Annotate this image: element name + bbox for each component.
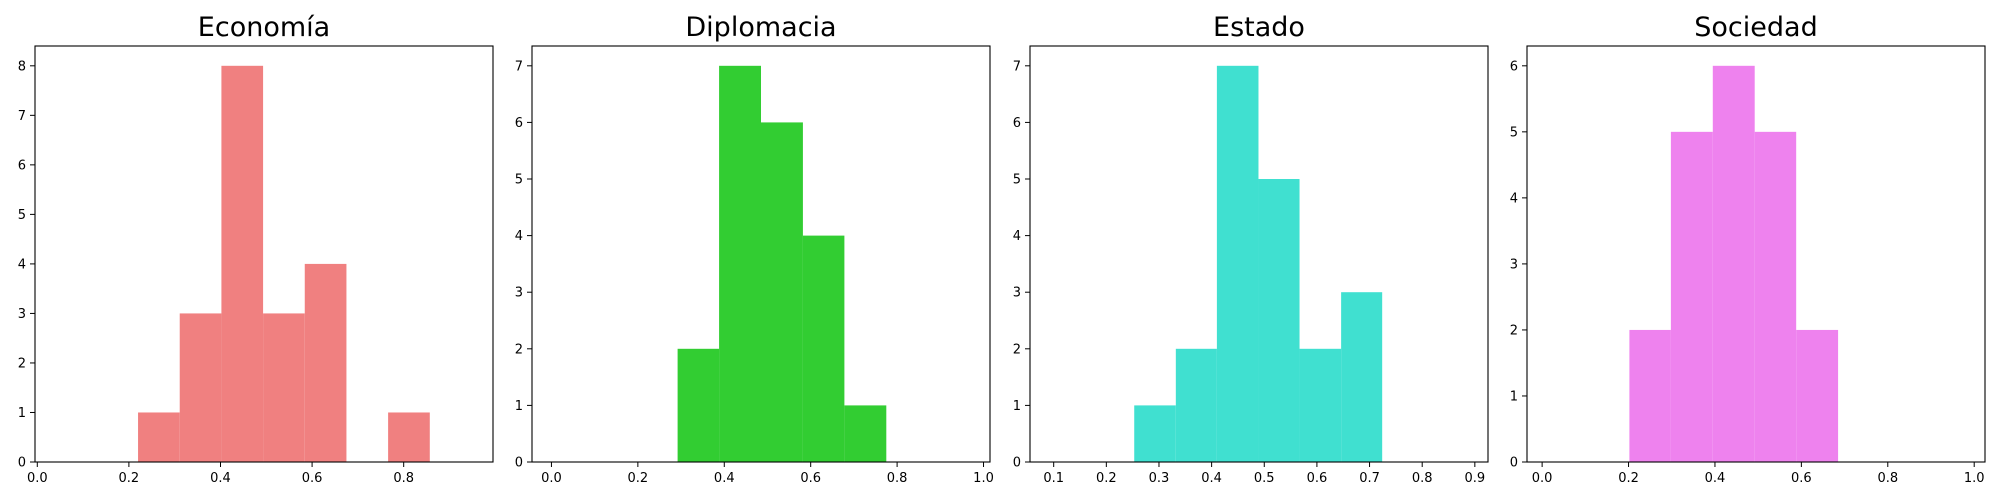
histogram-bar [263,313,305,462]
x-tick-label: 0.8 [393,471,414,486]
y-tick-label: 2 [1013,342,1021,357]
x-tick-label: 0.2 [1096,471,1117,486]
histogram-bar [1299,348,1342,462]
x-tick-label: 0.8 [1412,471,1433,486]
x-tick-label: 0.2 [628,471,649,486]
y-tick-label: 5 [1013,173,1021,188]
histogram-bar [304,263,347,462]
histogram-bar [1754,131,1797,463]
histogram-panel: 0.1 0.2 0.3 0.4 0.5 0.6 0.7 0.8 0.9 0 1 2 3 4 5 6 7 Estad… [1013,12,1489,486]
histogram-bar [1670,131,1713,463]
plot-frame [531,45,991,463]
y-tick-label: 6 [1013,116,1021,131]
y-tick-label: 4 [18,257,26,272]
x-tick-label: 0.6 [302,471,323,486]
x-tick-label: 0.1 [1043,471,1064,486]
x-tick-label: 0.2 [119,471,140,486]
y-tick-label: 1 [18,406,26,421]
y-tick-label: 6 [515,116,523,131]
y-tick-label: 3 [18,307,26,322]
x-tick-label: 0.6 [800,471,821,486]
x-tick-label: 0.0 [27,471,48,486]
x-tick-label: 0.4 [1705,471,1726,486]
histogram-bar [1629,329,1671,462]
histogram-bar [761,122,803,462]
x-tick-label: 0.0 [1532,471,1553,486]
y-tick-label: 1 [515,399,523,414]
y-tick-label: 7 [515,59,523,74]
histogram-panel: 0.0 0.2 0.4 0.6 0.8 1.0 0 1 2 3 4 5 6 Sociedad [1510,12,1986,486]
histogram-bar [179,313,222,462]
y-tick-label: 7 [18,109,26,124]
y-tick-label: 1 [1013,399,1021,414]
histogram-bar [1712,65,1755,463]
plot-frame [1526,45,1986,463]
y-tick-label: 0 [1013,456,1021,471]
x-tick-label: 1.0 [973,471,994,486]
y-tick-label: 4 [1510,191,1518,206]
x-tick-label: 0.3 [1149,471,1170,486]
x-tick-label: 0.5 [1254,471,1275,486]
x-tick-label: 0.8 [887,471,908,486]
y-tick-label: 0 [1510,456,1518,471]
x-tick-label: 1.0 [1964,471,1985,486]
y-tick-label: 5 [1510,125,1518,140]
y-tick-label: 2 [18,356,26,371]
y-tick-label: 5 [515,173,523,188]
histogram-bar [677,348,720,462]
histogram-bar [1134,405,1176,462]
histogram-bar [802,235,845,462]
x-tick-label: 0.7 [1359,471,1380,486]
histogram-bar [719,65,761,463]
chart-title: Sociedad [1694,12,1817,43]
x-tick-label: 0.4 [210,471,231,486]
x-tick-label: 0.6 [1791,471,1812,486]
y-tick-label: 0 [515,456,523,471]
y-tick-label: 3 [1013,286,1021,301]
histogram-bar [1796,329,1839,462]
y-tick-label: 6 [1510,59,1518,74]
histogram-bar [1258,179,1300,462]
chart-title: Economía [198,12,330,43]
x-tick-label: 0.8 [1877,471,1898,486]
x-tick-label: 0.4 [714,471,735,486]
y-tick-label: 3 [1510,257,1518,272]
x-tick-label: 0.4 [1201,471,1222,486]
histogram-bar [844,405,887,462]
y-tick-label: 2 [515,342,523,357]
histogram-bar [1341,292,1383,462]
y-tick-label: 1 [1510,389,1518,404]
chart-title: Diplomacia [685,12,836,43]
plot-frame [34,45,494,463]
y-tick-label: 8 [18,59,26,74]
histogram-panel: 0.0 0.2 0.4 0.6 0.8 0 1 2 3 4 5 6 7 8 Economía [18,12,494,486]
x-tick-label: 0.6 [1307,471,1328,486]
x-tick-label: 0.0 [541,471,562,486]
y-tick-label: 4 [1013,229,1021,244]
y-tick-label: 2 [1510,323,1518,338]
histogram-bar [221,65,264,463]
histogram-bar [388,412,430,462]
histogram-bar [1216,65,1259,463]
y-tick-label: 4 [515,229,523,244]
histogram-bar [138,412,180,462]
y-tick-label: 0 [18,456,26,471]
chart-title: Estado [1213,12,1305,43]
y-tick-label: 6 [18,158,26,173]
x-tick-label: 0.9 [1464,471,1485,486]
y-tick-label: 5 [18,208,26,223]
histogram-panel: 0.0 0.2 0.4 0.6 0.8 1.0 0 1 2 3 4 5 6 7 Diplomacia [515,12,994,486]
x-tick-label: 0.2 [1618,471,1639,486]
y-tick-label: 7 [1013,59,1021,74]
plot-frame [1029,45,1489,463]
y-tick-label: 3 [515,286,523,301]
histogram-bar [1175,348,1217,462]
